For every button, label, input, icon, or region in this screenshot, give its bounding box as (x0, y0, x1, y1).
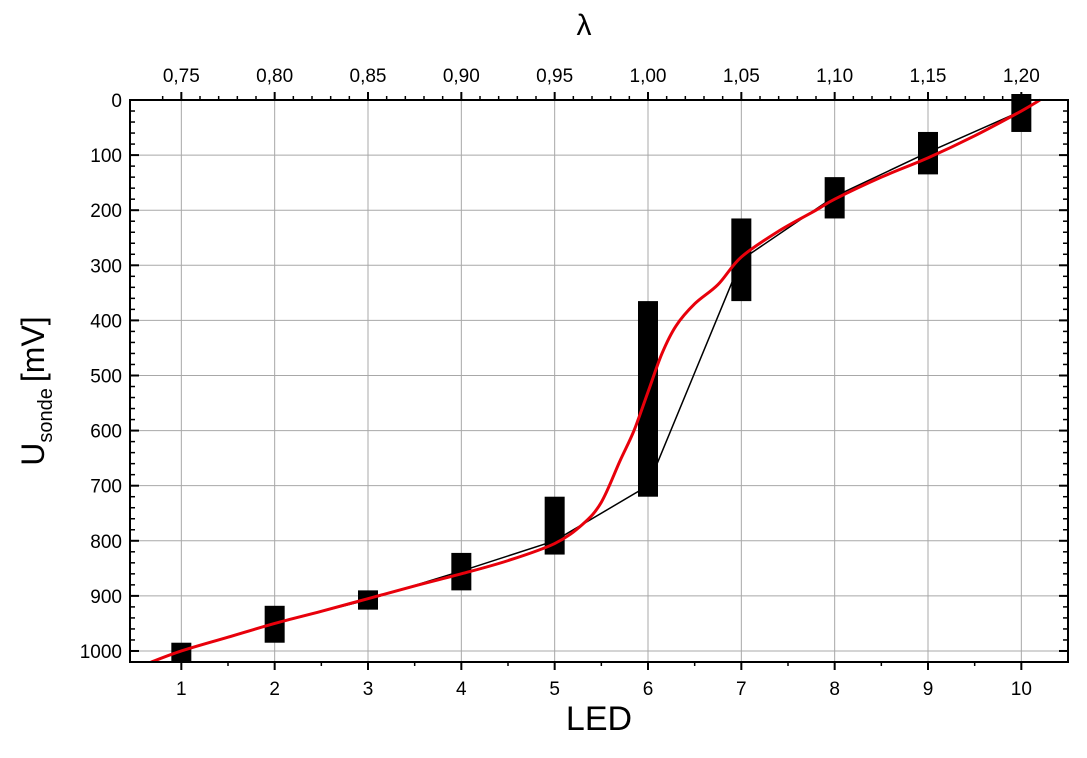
top-axis-title: λ (577, 9, 592, 42)
series-layer (148, 94, 1041, 662)
top-tick-label: 1,10 (816, 66, 853, 87)
y-axis-title-unit: [mV] (15, 316, 51, 382)
x-tick-label: 10 (1011, 679, 1032, 700)
x-tick-label: 8 (829, 679, 840, 700)
y-tick-label: 500 (90, 366, 122, 387)
top-tick-label: 1,05 (723, 66, 760, 87)
top-tick-label: 0,85 (350, 66, 387, 87)
ticks (130, 92, 1068, 670)
y-tick-label: 400 (90, 311, 122, 332)
top-tick-label: 0,95 (536, 66, 573, 87)
top-tick-label: 1,15 (910, 66, 947, 87)
grid (130, 99, 1068, 662)
top-tick-label: 0,80 (256, 66, 293, 87)
y-tick-label: 800 (90, 532, 122, 553)
error-bar (918, 131, 938, 175)
error-bar (638, 301, 658, 497)
top-tick-label: 0,75 (163, 66, 200, 87)
top-tick-label: 1,00 (630, 66, 667, 87)
x-tick-label: 5 (549, 679, 560, 700)
top-tick-label: 1,20 (1003, 66, 1040, 87)
x-tick-label: 9 (923, 679, 934, 700)
y-tick-label: 1000 (80, 642, 122, 663)
x-axis-title: LED (566, 700, 632, 738)
top-tick-label: 0,90 (443, 66, 480, 87)
error-bar (1011, 94, 1032, 132)
y-axis-title: Usonde [mV] (15, 316, 57, 465)
series-line-fit (148, 98, 1041, 662)
y-tick-label: 200 (90, 201, 122, 222)
y-axis-title-sub: sonde (35, 388, 57, 443)
y-tick-label: 600 (90, 422, 122, 443)
y-axis-title-main: U (15, 443, 51, 466)
x-tick-label: 1 (176, 679, 187, 700)
error-bar (451, 552, 472, 591)
error-bar (731, 218, 752, 302)
y-tick-label: 900 (90, 587, 122, 608)
y-tick-label: 100 (90, 146, 122, 167)
plot-frame (129, 99, 1069, 663)
y-tick-label: 0 (111, 91, 122, 112)
tick-labels: 1 2 3 4 5 6 7 8 9 1001002003004005006007008009001… (80, 66, 1040, 700)
x-tick-label: 6 (643, 679, 654, 700)
y-tick-label: 300 (90, 256, 122, 277)
x-tick-label: 3 (363, 679, 374, 700)
x-tick-label: 4 (456, 679, 467, 700)
x-tick-label: 2 (269, 679, 280, 700)
x-tick-label: 7 (736, 679, 747, 700)
y-tick-label: 700 (90, 477, 122, 498)
series-line-measured (181, 110, 1022, 652)
